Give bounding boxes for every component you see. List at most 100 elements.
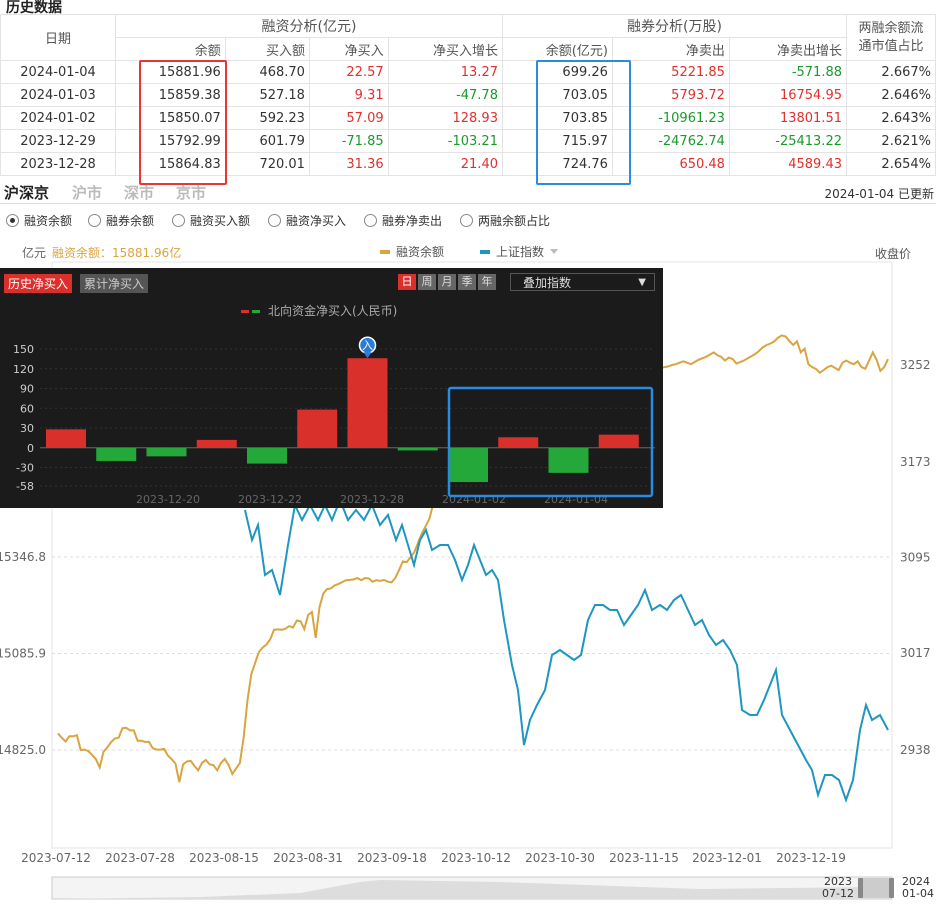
table-row: 2023-12-29 15792.99 601.79 -71.85 -103.21 715… bbox=[0, 129, 936, 153]
subheader-0: 余额 bbox=[115, 37, 226, 61]
legend-balance-swatch bbox=[380, 250, 390, 254]
period-month[interactable]: 月 bbox=[438, 274, 456, 290]
period-quarter[interactable]: 季 bbox=[458, 274, 476, 290]
bar-y-tick: 90 bbox=[20, 383, 34, 396]
cell-balance: 15792.99 bbox=[115, 129, 226, 153]
update-status: 2024-01-04 已更新 bbox=[824, 187, 934, 201]
cell-balance: 15859.38 bbox=[115, 83, 226, 107]
navigator-area bbox=[60, 880, 890, 899]
cell-net-buy: 9.31 bbox=[308, 83, 389, 107]
radio-0[interactable]: 融资余额 bbox=[6, 212, 72, 229]
legend-caret-icon bbox=[550, 249, 558, 254]
bar-9 bbox=[498, 437, 539, 448]
range-label: 2023 bbox=[824, 875, 852, 888]
cell-buy: 527.18 bbox=[224, 83, 310, 107]
bar-x-tick: 2023-12-28 bbox=[340, 493, 404, 506]
history-net-buy-button[interactable]: 历史净买入 bbox=[4, 274, 73, 293]
ratio-header-line2: 通市值占比 bbox=[858, 38, 924, 54]
bar-8 bbox=[448, 447, 488, 483]
northbound-bar-chart: 北向资金净买入(人民币) 150 120 90 60 30 0 -30 -58 入 2023-12-… bbox=[13, 303, 655, 506]
tab-sz[interactable]: 深市 bbox=[124, 184, 155, 202]
ratio-header: 两融余额流 通市值占比 bbox=[846, 14, 936, 61]
recent-bars-highlight-box bbox=[447, 386, 654, 498]
subheader-6: 净卖出增长 bbox=[728, 37, 848, 61]
bar-y-tick: 30 bbox=[20, 422, 34, 435]
margin-table: 日期 融资分析(亿元) 融券分析(万股) 两融余额流 通市值占比 余额 买入额 净买… bbox=[0, 14, 936, 176]
overlay-index-select[interactable]: 叠加指数 ▼ bbox=[510, 273, 655, 291]
range-handle-right bbox=[889, 878, 894, 898]
cell-net-buy-growth: 21.40 bbox=[387, 152, 503, 176]
bar-1 bbox=[96, 447, 137, 461]
cell-net-sell-growth: -571.88 bbox=[728, 60, 848, 84]
cell-net-sell-growth: -25413.22 bbox=[728, 129, 848, 153]
y-right-tick: 2938 bbox=[900, 743, 931, 757]
cell-balance: 15881.96 bbox=[115, 60, 226, 84]
bar-6 bbox=[347, 358, 388, 448]
balance-highlight-box bbox=[139, 60, 227, 185]
index-series-line bbox=[244, 497, 889, 804]
cell-net-buy: 31.36 bbox=[308, 152, 389, 176]
subheader-5: 净卖出 bbox=[611, 37, 730, 61]
cell-ratio: 2.646% bbox=[846, 83, 936, 107]
row-date: 2024-01-04 bbox=[0, 60, 116, 84]
cell-net-sell: -24762.74 bbox=[611, 129, 730, 153]
bar-legend-label: 北向资金净买入(人民币) bbox=[268, 303, 397, 318]
bar-y-tick: 120 bbox=[13, 363, 34, 376]
right-axis-title: 收盘价 bbox=[875, 246, 911, 261]
x-tick: 2023-07-12 bbox=[21, 851, 91, 865]
buy-marker-label: 入 bbox=[362, 339, 373, 352]
y-right-tick: 3095 bbox=[900, 551, 931, 565]
period-year[interactable]: 年 bbox=[478, 274, 496, 290]
subheader-4: 余额(亿元) bbox=[501, 37, 613, 61]
bar-3 bbox=[196, 439, 237, 448]
radio-1[interactable]: 融券余额 bbox=[88, 212, 154, 229]
table-row: 2023-12-28 15864.83 720.01 31.36 21.40 724.76… bbox=[0, 152, 936, 176]
bar-5 bbox=[297, 409, 338, 448]
ratio-header-line1: 两融余额流 bbox=[858, 20, 924, 36]
radio-4[interactable]: 融券净卖出 bbox=[364, 212, 442, 229]
tab-all[interactable]: 沪深京 bbox=[4, 184, 50, 202]
cell-net-sell-growth: 16754.95 bbox=[728, 83, 848, 107]
radio-circle bbox=[364, 214, 377, 227]
northbound-overlay-panel: 历史净买入 累计净买入 日 周 月 季 年 叠加指数 ▼ 北向资金净买入(人民币… bbox=[0, 268, 663, 508]
cell-net-buy: 57.09 bbox=[308, 106, 389, 130]
radio-2[interactable]: 融资买入额 bbox=[172, 212, 250, 229]
period-week[interactable]: 周 bbox=[418, 274, 436, 290]
x-tick: 2023-07-28 bbox=[105, 851, 175, 865]
x-tick: 2023-08-31 bbox=[273, 851, 343, 865]
radio-circle bbox=[268, 214, 281, 227]
bar-y-tick: 0 bbox=[27, 442, 34, 455]
legend-green-swatch bbox=[252, 310, 260, 313]
x-tick: 2023-10-12 bbox=[441, 851, 511, 865]
financing-header: 融资分析(亿元) bbox=[115, 14, 503, 38]
x-tick: 2023-11-15 bbox=[609, 851, 679, 865]
radio-label: 融资余额 bbox=[24, 214, 73, 228]
cell-net-buy: -71.85 bbox=[308, 129, 389, 153]
cumulative-net-buy-button[interactable]: 累计净买入 bbox=[80, 274, 149, 293]
radio-circle bbox=[460, 214, 473, 227]
x-tick: 2023-08-15 bbox=[189, 851, 259, 865]
legend-red-swatch bbox=[241, 310, 249, 313]
cell-ratio: 2.643% bbox=[846, 106, 936, 130]
bar-2 bbox=[146, 447, 187, 457]
tab-bj[interactable]: 京市 bbox=[176, 184, 207, 202]
row-date: 2023-12-28 bbox=[0, 152, 116, 176]
period-day[interactable]: 日 bbox=[398, 274, 416, 290]
y-right-tick: 3017 bbox=[900, 646, 931, 660]
range-label: 2024 bbox=[902, 875, 930, 888]
tab-sh[interactable]: 沪市 bbox=[72, 184, 103, 202]
legend-index-label: 上证指数 bbox=[496, 244, 544, 259]
current-balance-label: 融资余额：15881.96亿 bbox=[52, 245, 181, 260]
cell-net-sell: 650.48 bbox=[611, 152, 730, 176]
left-unit-label: 亿元 bbox=[22, 245, 46, 260]
radio-3[interactable]: 融资净买入 bbox=[268, 212, 346, 229]
cell-ratio: 2.667% bbox=[846, 60, 936, 84]
y-right-tick: 3173 bbox=[900, 455, 931, 469]
radio-label: 融券余额 bbox=[106, 214, 155, 228]
cell-net-buy-growth: -47.78 bbox=[387, 83, 503, 107]
legend-balance-label: 融资余额 bbox=[396, 244, 444, 259]
subheader-2: 净买入 bbox=[308, 37, 389, 61]
radio-5[interactable]: 两融余额占比 bbox=[460, 212, 550, 229]
subheader-1: 买入额 bbox=[224, 37, 310, 61]
row-date: 2024-01-03 bbox=[0, 83, 116, 107]
